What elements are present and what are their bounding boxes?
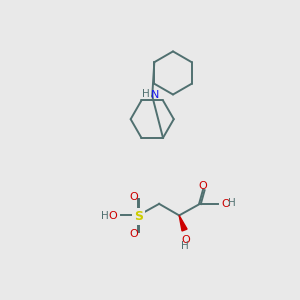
Text: H: H — [182, 241, 189, 251]
Text: H: H — [228, 198, 236, 208]
Text: O: O — [129, 229, 138, 239]
Text: O: O — [221, 199, 230, 209]
Text: H: H — [101, 211, 109, 221]
Text: O: O — [129, 192, 138, 202]
Text: O: O — [199, 181, 207, 191]
Text: S: S — [134, 210, 143, 223]
Text: O: O — [181, 235, 190, 245]
Text: O: O — [109, 211, 118, 221]
Text: N: N — [151, 90, 160, 100]
Polygon shape — [179, 215, 187, 231]
Text: H: H — [142, 89, 150, 99]
